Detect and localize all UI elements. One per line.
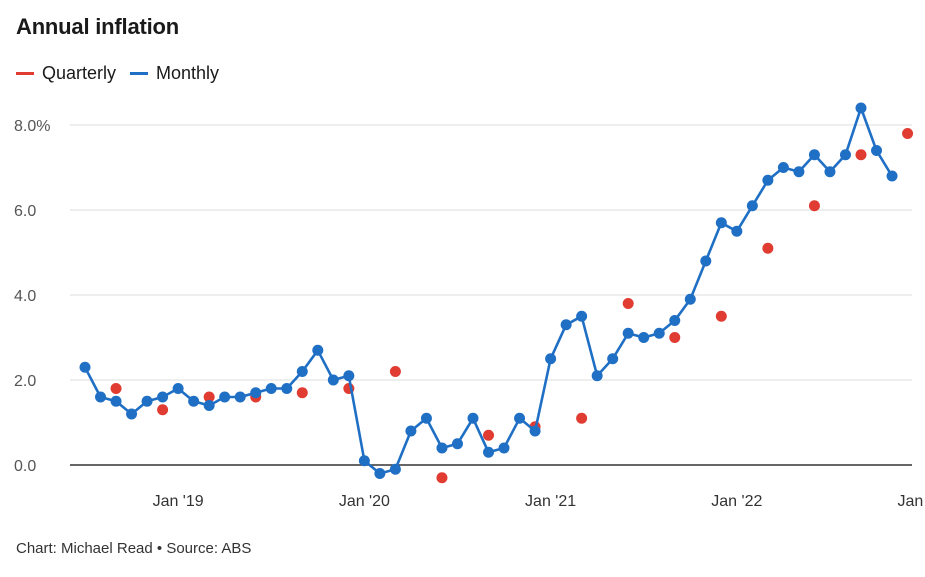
y-tick-label: 0.0 <box>14 458 36 475</box>
monthly-point <box>886 170 898 182</box>
x-tick-label: Jan '23 <box>898 493 925 510</box>
legend-swatch-quarterly <box>16 72 34 75</box>
legend-item-quarterly: Quarterly <box>16 63 116 84</box>
quarterly-point <box>669 332 681 343</box>
quarterly-point <box>902 128 914 139</box>
quarterly-point <box>715 310 727 322</box>
monthly-point <box>436 442 448 454</box>
monthly-point <box>467 412 479 424</box>
y-tick-label: 8.0% <box>14 118 50 135</box>
monthly-point <box>234 391 246 403</box>
monthly-point <box>684 293 696 305</box>
monthly-point <box>172 383 184 394</box>
quarterly-point <box>296 387 308 399</box>
x-tick-label: Jan '20 <box>339 493 390 510</box>
monthly-point <box>855 102 867 114</box>
quarterly-point <box>389 366 401 377</box>
chart-title: Annual inflation <box>16 14 180 39</box>
monthly-point <box>793 166 805 178</box>
monthly-point <box>79 361 91 373</box>
monthly-point <box>653 327 665 339</box>
monthly-point <box>405 425 417 437</box>
monthly-point <box>312 344 324 356</box>
monthly-point <box>281 383 293 394</box>
x-tick-label: Jan '21 <box>525 493 576 510</box>
x-tick-label: Jan '22 <box>711 493 762 510</box>
chart-legend: Quarterly Monthly <box>16 63 233 84</box>
monthly-point <box>622 327 634 339</box>
monthly-point <box>389 463 401 475</box>
quarterly-point <box>808 200 820 212</box>
quarterly-point <box>110 383 122 394</box>
monthly-point <box>203 400 215 411</box>
monthly-point <box>514 412 526 424</box>
quarterly-point <box>203 391 215 403</box>
y-tick-label: 6.0 <box>14 203 36 220</box>
monthly-point <box>545 353 557 365</box>
monthly-point <box>638 332 650 343</box>
monthly-point <box>715 217 727 229</box>
monthly-point <box>451 438 463 450</box>
y-tick-label: 2.0 <box>14 373 36 390</box>
monthly-point <box>126 408 138 420</box>
monthly-point <box>700 255 712 267</box>
monthly-point <box>839 149 851 161</box>
monthly-point <box>343 370 355 382</box>
quarterly-point <box>622 298 634 309</box>
monthly-point <box>219 391 231 403</box>
monthly-point <box>762 174 774 186</box>
legend-swatch-monthly <box>130 72 149 75</box>
quarterly-point <box>762 242 774 254</box>
monthly-point <box>808 149 820 161</box>
monthly-point <box>871 145 883 156</box>
x-tick-label: Jan '19 <box>153 493 204 510</box>
quarterly-point <box>855 149 867 161</box>
monthly-point <box>498 442 510 454</box>
monthly-point <box>483 446 495 458</box>
monthly-point <box>576 310 588 322</box>
monthly-point <box>746 200 758 212</box>
chart-footer: Chart: Michael Read • Source: ABS <box>16 540 252 557</box>
monthly-point <box>327 374 339 386</box>
monthly-point <box>250 387 262 399</box>
monthly-point <box>529 425 541 437</box>
monthly-point <box>157 391 169 403</box>
monthly-point <box>141 395 153 407</box>
monthly-series-line <box>83 106 894 475</box>
monthly-point <box>110 395 122 407</box>
legend-label-quarterly: Quarterly <box>42 63 117 83</box>
monthly-point <box>265 383 277 394</box>
legend-item-monthly: Monthly <box>130 63 219 84</box>
monthly-point <box>420 412 432 424</box>
monthly-point <box>560 319 572 331</box>
monthly-point <box>591 370 603 382</box>
monthly-point <box>731 225 743 237</box>
monthly-point <box>669 315 681 326</box>
quarterly-point <box>483 429 495 441</box>
monthly-point <box>296 366 308 377</box>
monthly-point <box>188 395 200 407</box>
quarterly-point <box>576 412 588 424</box>
monthly-point <box>607 353 619 365</box>
monthly-point <box>95 391 107 403</box>
legend-label-monthly: Monthly <box>156 63 220 83</box>
quarterly-point <box>436 472 448 484</box>
monthly-point <box>824 166 836 178</box>
monthly-point <box>358 455 370 467</box>
quarterly-point <box>157 404 169 416</box>
y-tick-label: 4.0 <box>14 288 36 305</box>
monthly-point <box>374 468 386 479</box>
monthly-point <box>777 162 789 173</box>
